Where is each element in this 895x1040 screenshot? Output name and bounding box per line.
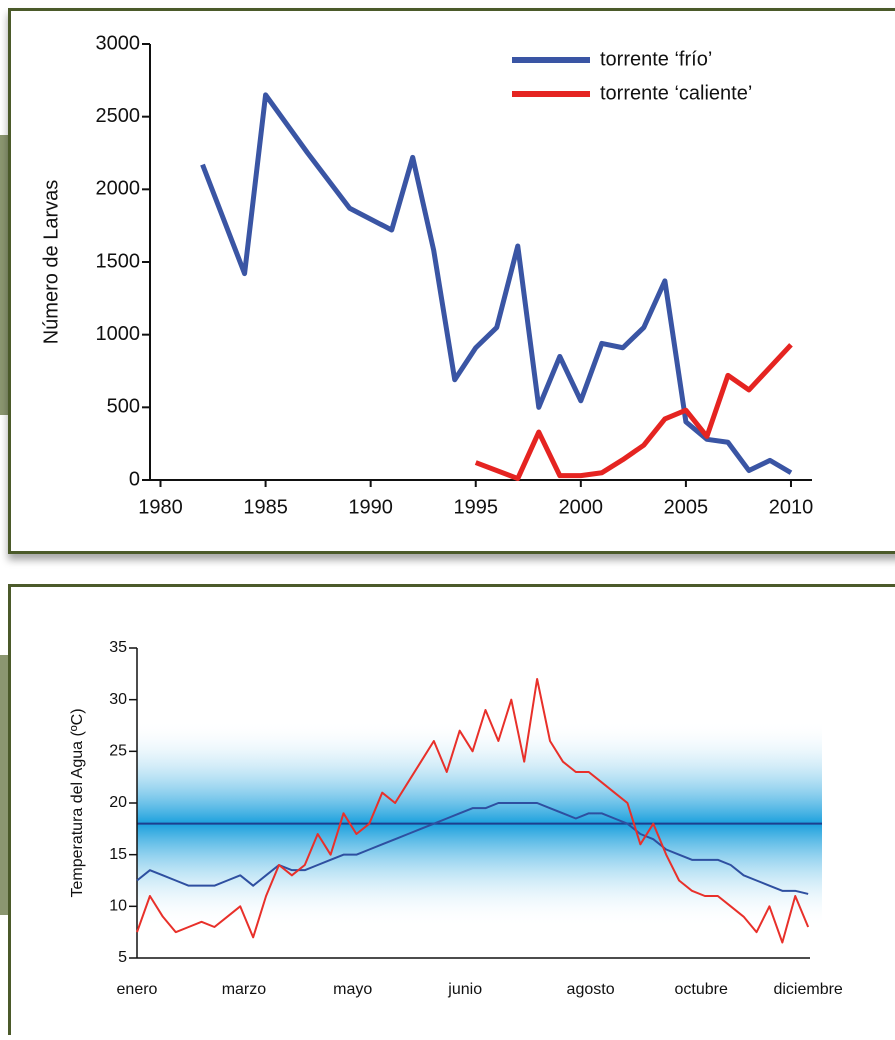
x-tick-label: agosto — [567, 981, 615, 998]
y-tick-label: 35 — [109, 639, 127, 656]
x-tick-label: junio — [447, 981, 482, 998]
y-tick-label: 10 — [109, 898, 127, 915]
legend-label: torrente ‘frío’ — [600, 48, 712, 70]
legend-label: torrente ‘caliente’ — [600, 82, 752, 104]
x-tick-label: 1980 — [138, 496, 183, 518]
x-tick-label: 2010 — [769, 496, 814, 518]
x-tick-label: 2005 — [664, 496, 709, 518]
y-tick-label: 1500 — [96, 250, 141, 272]
y-tick-label: 2500 — [96, 105, 141, 127]
x-tick-label: 1985 — [243, 496, 288, 518]
y-tick-label: 15 — [109, 846, 127, 863]
y-tick-label: 2000 — [96, 178, 141, 200]
y-tick-label: 3000 — [96, 32, 141, 54]
x-tick-label: mayo — [333, 981, 372, 998]
x-tick-label: 1995 — [453, 496, 498, 518]
y-tick-label: 0 — [129, 468, 140, 490]
x-tick-label: 1990 — [348, 496, 393, 518]
x-tick-label: octubre — [675, 981, 728, 998]
x-tick-label: marzo — [222, 981, 267, 998]
y-tick-label: 25 — [109, 743, 127, 760]
y-tick-label: 1000 — [96, 323, 141, 345]
y-axis-label: Número de Larvas — [40, 180, 62, 345]
y-tick-label: 500 — [107, 396, 140, 418]
panel — [10, 10, 895, 553]
x-tick-label: diciembre — [773, 981, 842, 998]
y-tick-label: 20 — [109, 794, 127, 811]
x-tick-label: enero — [117, 981, 158, 998]
y-axis-label: Temperatura del Agua (ºC) — [69, 708, 86, 897]
y-tick-label: 5 — [118, 949, 127, 966]
x-tick-label: 2000 — [559, 496, 604, 518]
y-tick-label: 30 — [109, 691, 127, 708]
